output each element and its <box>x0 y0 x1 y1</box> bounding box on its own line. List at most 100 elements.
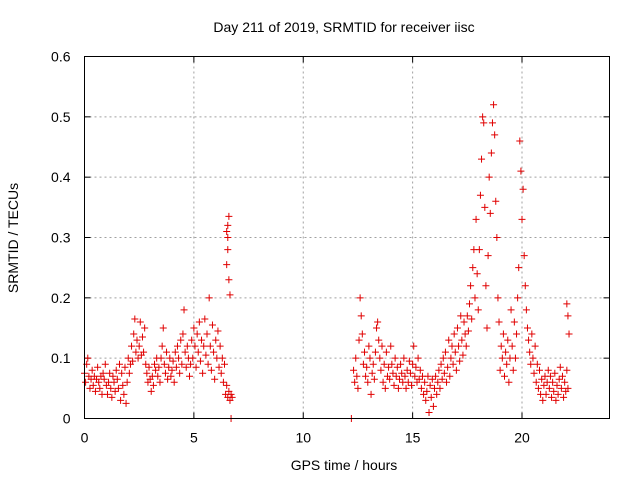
data-point <box>91 387 99 395</box>
data-point <box>177 336 185 344</box>
data-point <box>519 185 527 193</box>
data-point <box>157 354 165 362</box>
data-point <box>140 348 148 356</box>
x-tick-label: 20 <box>514 430 530 446</box>
data-point <box>196 357 204 365</box>
data-point <box>225 276 233 284</box>
data-point <box>223 227 231 235</box>
data-point <box>216 342 224 350</box>
data-point <box>508 342 516 350</box>
data-point <box>400 354 408 362</box>
data-point <box>190 324 198 332</box>
data-point <box>134 354 142 362</box>
data-point <box>516 137 524 145</box>
data-point <box>435 366 443 374</box>
data-point <box>171 348 179 356</box>
data-point <box>164 375 172 383</box>
data-point <box>517 167 525 175</box>
data-point <box>352 354 360 362</box>
x-tick-labels: 0 5 10 15 20 <box>81 430 530 446</box>
data-point <box>520 252 528 260</box>
data-point <box>501 372 508 380</box>
data-point <box>219 378 227 386</box>
data-point <box>109 372 117 380</box>
data-point <box>528 330 536 338</box>
data-point <box>163 348 171 356</box>
data-point <box>363 363 371 371</box>
data-point <box>88 366 96 374</box>
data-point <box>192 363 200 371</box>
data-point <box>86 384 94 392</box>
data-point <box>188 336 196 344</box>
data-point <box>502 348 510 356</box>
data-point <box>167 372 175 380</box>
x-axis-label: GPS time / hours <box>291 457 398 473</box>
data-point <box>366 354 374 362</box>
data-point <box>482 282 490 290</box>
data-point <box>381 384 389 392</box>
data-point <box>463 312 471 320</box>
data-point <box>99 369 107 377</box>
data-point <box>84 354 92 362</box>
data-point <box>175 354 183 362</box>
data-point <box>189 354 197 362</box>
data-point <box>364 378 372 386</box>
data-point <box>119 381 127 389</box>
data-point <box>227 390 235 398</box>
data-point <box>355 336 363 344</box>
data-point <box>354 384 362 392</box>
data-point <box>513 330 521 338</box>
data-point <box>118 369 126 377</box>
data-point <box>514 294 522 302</box>
data-point <box>204 360 212 368</box>
data-point <box>557 384 565 392</box>
data-point <box>452 366 460 374</box>
data-point <box>152 366 160 374</box>
data-point <box>156 378 164 386</box>
chart-title: Day 211 of 2019, SRMTID for receiver iis… <box>213 19 474 35</box>
data-point <box>507 306 515 314</box>
data-point <box>469 264 477 272</box>
data-point <box>207 366 215 374</box>
data-point <box>456 357 464 365</box>
data-point <box>121 363 129 371</box>
data-point <box>193 330 201 338</box>
x-tick-label: 0 <box>81 430 89 446</box>
data-point <box>522 306 530 314</box>
data-point <box>361 348 368 356</box>
data-point <box>551 369 559 377</box>
data-point <box>389 369 397 377</box>
data-point <box>211 375 219 383</box>
data-point <box>89 381 97 389</box>
data-point <box>526 348 534 356</box>
data-point <box>538 375 546 383</box>
data-point <box>154 372 162 380</box>
data-point <box>457 312 465 320</box>
data-point <box>462 342 470 350</box>
data-point <box>95 378 103 386</box>
data-point <box>468 315 476 323</box>
data-point <box>376 354 384 362</box>
data-point <box>503 360 511 368</box>
data-point <box>215 363 223 371</box>
data-point <box>404 378 412 386</box>
data-point <box>555 375 563 383</box>
data-point <box>377 366 385 374</box>
data-point <box>107 384 115 392</box>
data-point <box>545 384 553 392</box>
data-point <box>143 369 151 377</box>
data-point <box>221 360 228 368</box>
y-tick-label: 0.3 <box>51 230 71 246</box>
data-point <box>466 300 473 308</box>
data-point <box>425 408 433 416</box>
data-point <box>362 372 370 380</box>
data-point <box>225 212 233 220</box>
data-point <box>444 363 452 371</box>
data-point <box>82 378 90 386</box>
data-point <box>378 342 386 350</box>
data-point <box>158 342 166 350</box>
data-point <box>542 390 550 398</box>
data-point <box>476 191 484 199</box>
data-point <box>133 336 141 344</box>
data-point <box>96 384 104 392</box>
